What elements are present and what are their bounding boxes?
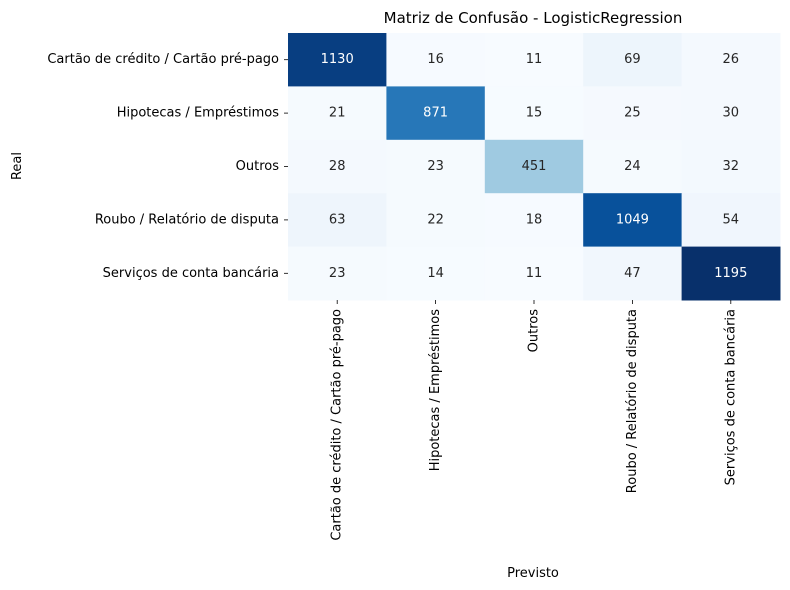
heatmap-cell-label-r2-c1: 23 [427, 159, 444, 174]
heatmap-cell-label-r2-c3: 24 [624, 159, 641, 174]
heatmap-cells [288, 33, 781, 301]
heatmap-cell-label-r1-c4: 30 [723, 106, 740, 121]
heatmap-cell-r0-c3 [583, 33, 683, 87]
heatmap-cell-r0-c4 [681, 33, 781, 87]
heatmap-cell-label-r4-c1: 14 [427, 266, 444, 281]
heatmap-cell-r1-c1 [386, 86, 486, 141]
heatmap-cell-r1-c2 [484, 86, 584, 141]
heatmap-cell-r2-c1 [386, 139, 486, 194]
heatmap-cell-label-r1-c1: 871 [423, 106, 448, 121]
heatmap-cell-label-r4-c2: 11 [526, 266, 543, 281]
heatmap-cell-r4-c0 [288, 246, 387, 301]
heatmap-cell-r4-c1 [386, 246, 486, 301]
heatmap-cell-labels: 1130 16 11 69 26 21 871 15 25 30 28 23 451 24 32 63 22 18… [321, 52, 748, 281]
heatmap-cell-label-r1-c3: 25 [624, 106, 641, 121]
heatmap-cell-label-r3-c4: 54 [723, 212, 740, 227]
heatmap-cell-label-r1-c0: 21 [329, 106, 346, 121]
heatmap-cell-label-r2-c4: 32 [723, 159, 740, 174]
heatmap-cell-label-r0-c0: 1130 [321, 52, 354, 67]
heatmap-cell-label-r3-c0: 63 [329, 212, 346, 227]
heatmap-cell-label-r2-c2: 451 [522, 159, 547, 174]
heatmap-cell-r1-c0 [288, 86, 387, 141]
y-tick-label-0: Cartão de crédito / Cartão pré-pago [47, 52, 279, 67]
heatmap-cell-r4-c4 [681, 246, 781, 301]
y-tick-label-2: Outros [236, 159, 280, 174]
heatmap-cell-r3-c2 [484, 193, 584, 248]
heatmap-cell-label-r2-c0: 28 [329, 159, 346, 174]
x-axis-ticks: Cartão de crédito / Cartão pré-pago Hipot… [330, 300, 738, 541]
heatmap-cell-r1-c3 [583, 86, 683, 141]
heatmap-cell-label-r0-c3: 69 [624, 52, 641, 67]
x-tick-label-2: Outros [527, 309, 542, 353]
x-tick-label-3: Roubo / Relatório de disputa [625, 309, 640, 493]
x-tick-label-4: Serviços de conta bancária [723, 309, 738, 485]
heatmap-cell-r0-c2 [484, 33, 584, 87]
heatmap-cell-r2-c2 [484, 139, 584, 194]
heatmap-cell-r0-c1 [386, 33, 486, 87]
heatmap-cell-r3-c0 [288, 193, 387, 248]
y-tick-label-4: Serviços de conta bancária [103, 266, 279, 281]
heatmap-cell-label-r0-c4: 26 [723, 52, 740, 67]
heatmap-cell-r2-c4 [681, 139, 781, 194]
heatmap-cell-r2-c3 [583, 139, 683, 194]
heatmap-cell-label-r1-c2: 15 [526, 106, 543, 121]
heatmap-cell-r4-c2 [484, 246, 584, 301]
y-tick-label-3: Roubo / Relatório de disputa [95, 212, 279, 227]
y-axis-ticks: Cartão de crédito / Cartão pré-pago Hipot… [47, 52, 288, 281]
heatmap-cell-label-r4-c0: 23 [329, 266, 346, 281]
heatmap-cell-label-r0-c2: 11 [526, 52, 543, 67]
heatmap-cell-r1-c4 [681, 86, 781, 141]
heatmap-cell-label-r0-c1: 16 [427, 52, 444, 67]
heatmap-cell-r4-c3 [583, 246, 683, 301]
heatmap-cell-r3-c4 [681, 193, 781, 248]
heatmap-cell-label-r3-c3: 1049 [616, 212, 649, 227]
heatmap-cell-label-r3-c2: 18 [526, 212, 543, 227]
y-axis-title: Real [10, 152, 25, 180]
heatmap-cell-r0-c0 [288, 33, 387, 87]
x-axis-title: Previsto [507, 566, 559, 581]
y-tick-label-1: Hipotecas / Empréstimos [117, 106, 280, 121]
heatmap-cell-r2-c0 [288, 139, 387, 194]
heatmap-cell-r3-c3 [583, 193, 683, 248]
heatmap-cell-r3-c1 [386, 193, 486, 248]
chart-title: Matriz de Confusão - LogisticRegression [384, 9, 683, 27]
heatmap-cell-label-r4-c4: 1195 [714, 266, 747, 281]
heatmap-cell-label-r3-c1: 22 [427, 212, 444, 227]
heatmap-cell-label-r4-c3: 47 [624, 266, 641, 281]
x-tick-label-0: Cartão de crédito / Cartão pré-pago [330, 309, 345, 541]
x-tick-label-1: Hipotecas / Empréstimos [428, 309, 443, 472]
